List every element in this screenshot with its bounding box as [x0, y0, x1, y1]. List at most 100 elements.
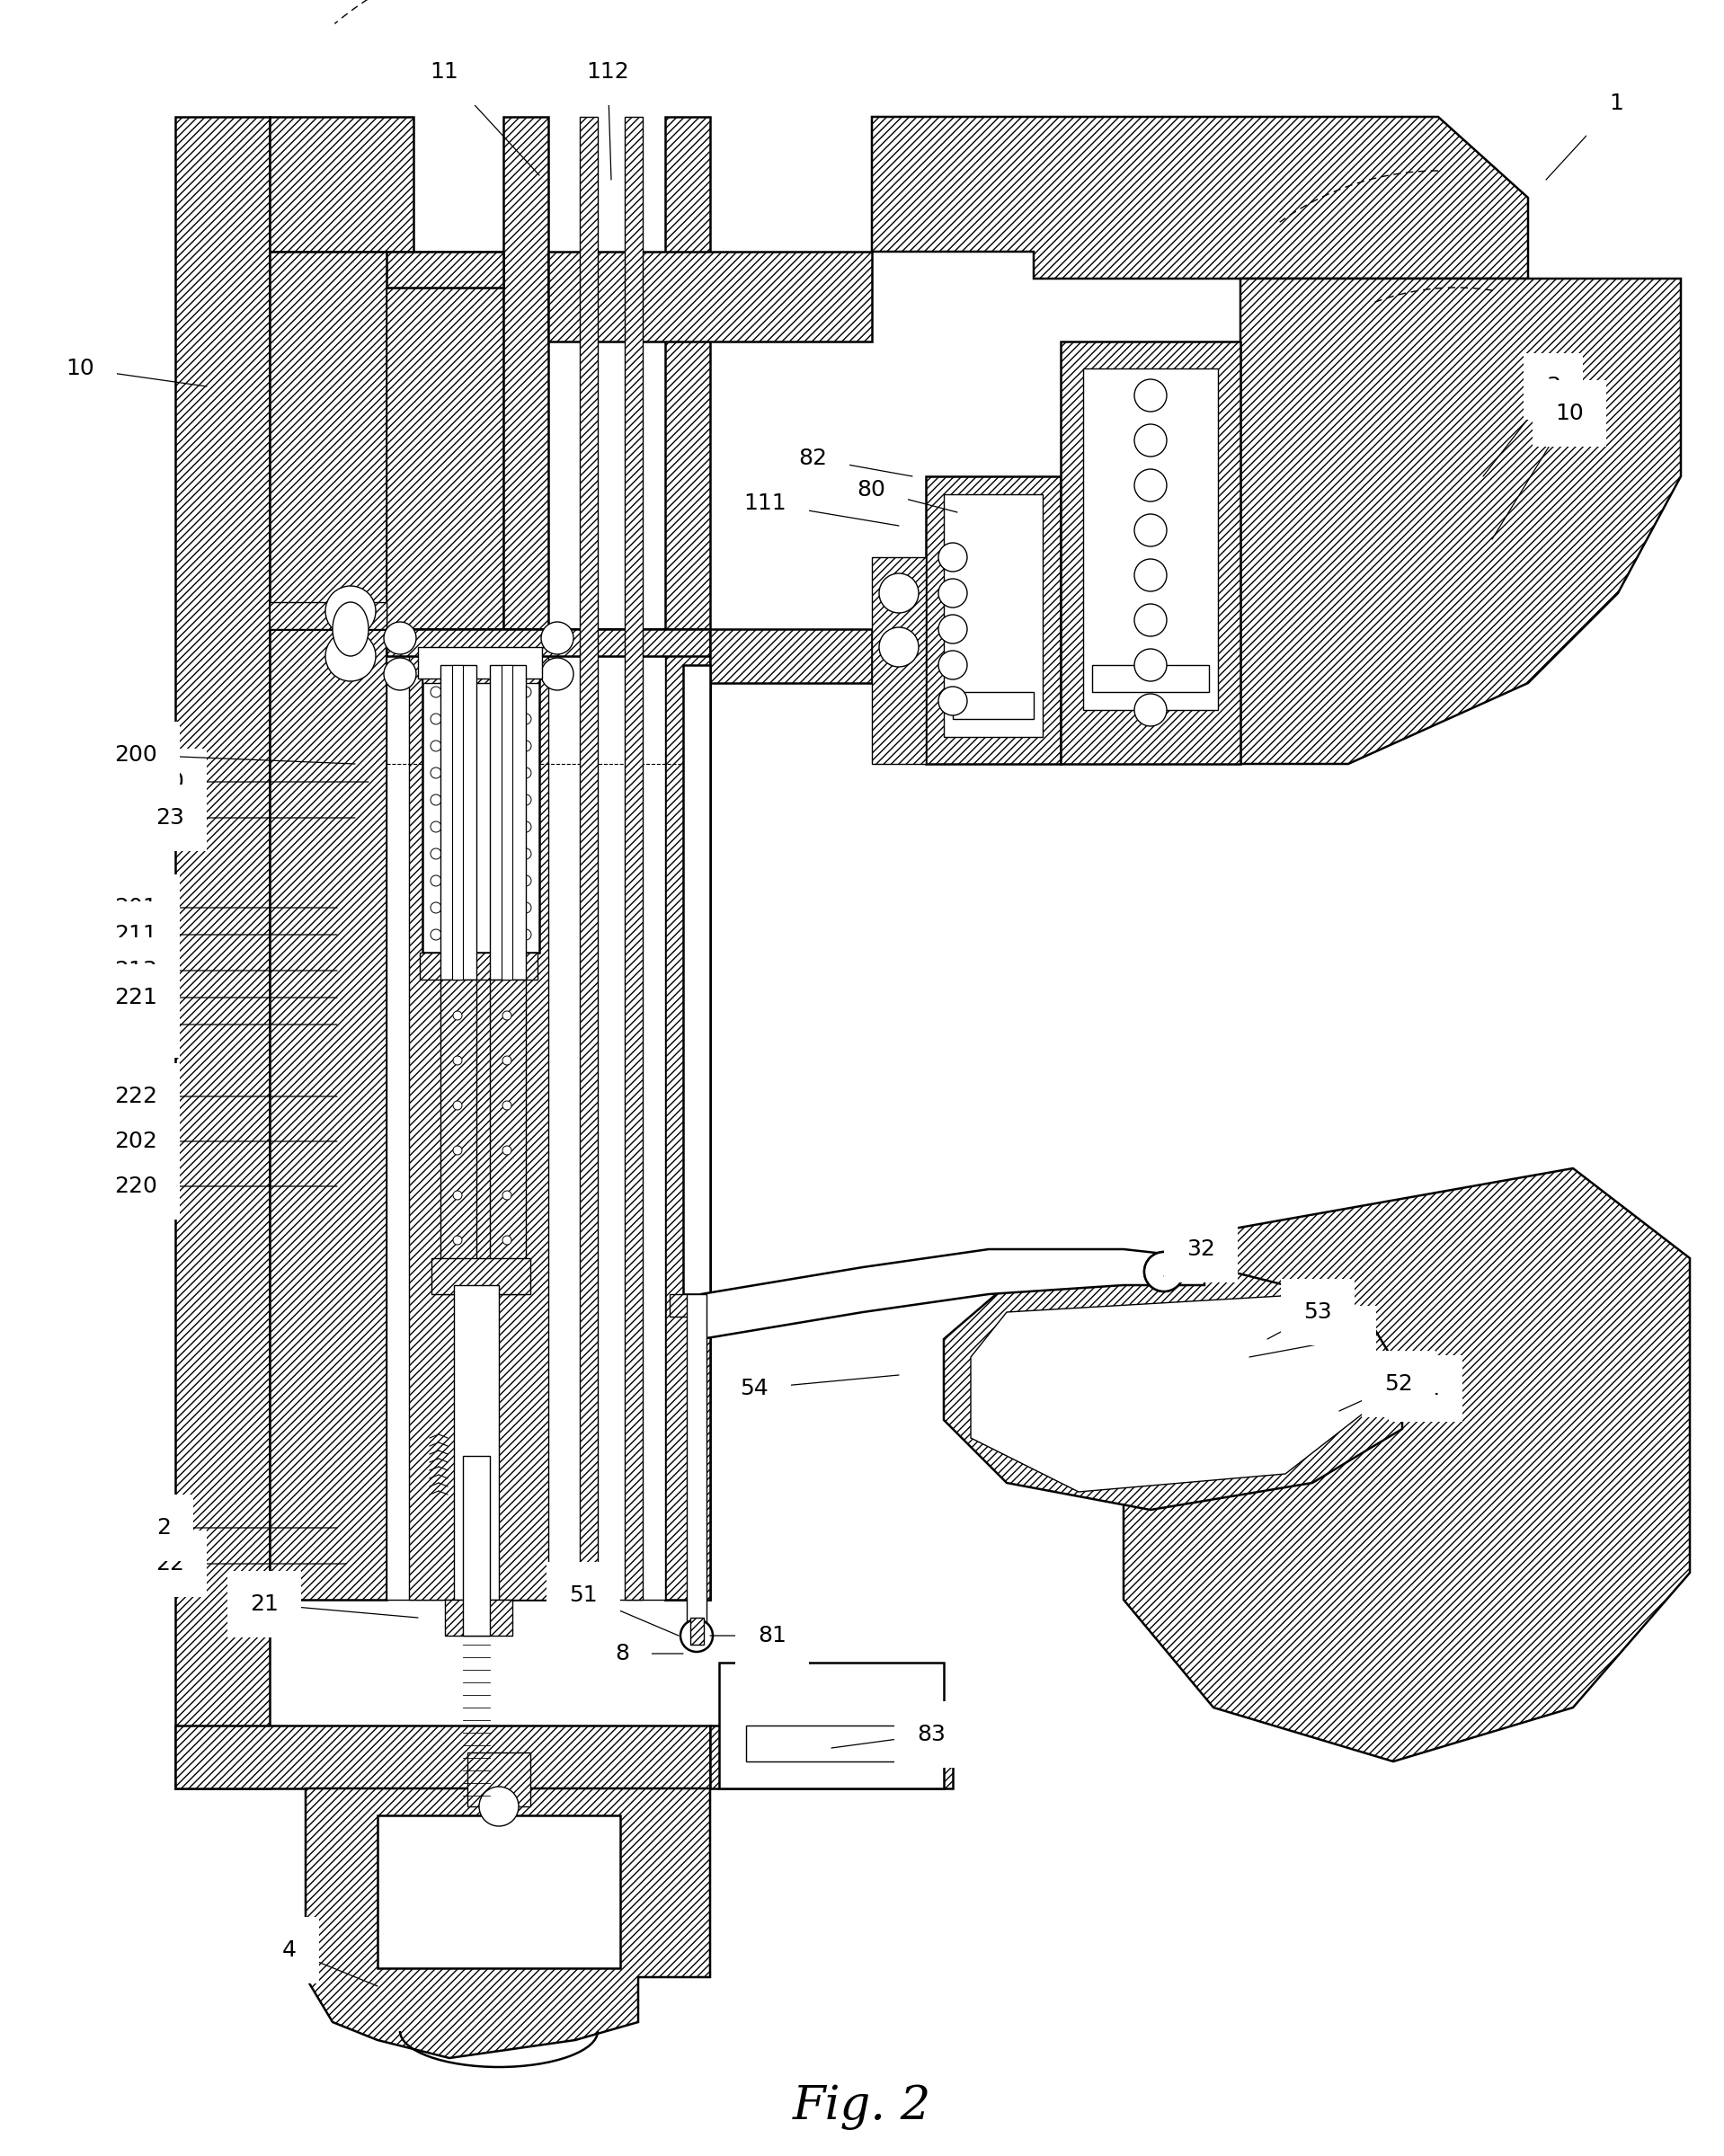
- Polygon shape: [502, 664, 512, 979]
- Text: 202: 202: [114, 1130, 338, 1151]
- Polygon shape: [445, 1600, 512, 1636]
- Polygon shape: [440, 979, 476, 1294]
- Circle shape: [502, 1102, 512, 1110]
- Polygon shape: [305, 1789, 710, 2059]
- Polygon shape: [490, 664, 526, 979]
- Polygon shape: [669, 1294, 719, 1317]
- Ellipse shape: [333, 602, 369, 655]
- Polygon shape: [872, 116, 1527, 278]
- Polygon shape: [378, 1815, 621, 1968]
- Polygon shape: [176, 1725, 710, 1789]
- Circle shape: [453, 1145, 462, 1156]
- Text: 23: 23: [155, 806, 355, 828]
- Text: 20: 20: [155, 772, 369, 793]
- Polygon shape: [431, 1259, 531, 1294]
- Circle shape: [326, 632, 376, 681]
- Text: 31: 31: [1376, 1378, 1440, 1410]
- Polygon shape: [269, 252, 503, 630]
- Polygon shape: [1091, 664, 1209, 692]
- Polygon shape: [490, 979, 526, 1294]
- Polygon shape: [953, 692, 1034, 718]
- Polygon shape: [926, 476, 1060, 763]
- Polygon shape: [386, 630, 710, 1600]
- Polygon shape: [1124, 1169, 1690, 1761]
- Circle shape: [502, 1145, 512, 1156]
- Polygon shape: [386, 630, 710, 655]
- Polygon shape: [422, 655, 540, 953]
- Polygon shape: [269, 602, 386, 630]
- Text: Fig. 2: Fig. 2: [793, 2085, 931, 2130]
- Circle shape: [1145, 1253, 1184, 1291]
- Polygon shape: [386, 252, 503, 287]
- Circle shape: [453, 1056, 462, 1065]
- Text: 80: 80: [857, 479, 957, 513]
- Polygon shape: [176, 116, 269, 1789]
- Text: 54: 54: [740, 1376, 898, 1399]
- Circle shape: [1134, 425, 1167, 457]
- Polygon shape: [710, 630, 872, 683]
- Text: 53: 53: [1267, 1302, 1331, 1339]
- Polygon shape: [503, 116, 548, 1600]
- Polygon shape: [1060, 341, 1240, 763]
- Polygon shape: [746, 1725, 917, 1761]
- Polygon shape: [386, 630, 503, 655]
- Text: 10: 10: [66, 358, 207, 386]
- Text: 3: 3: [1483, 375, 1560, 476]
- Polygon shape: [710, 1725, 953, 1789]
- Circle shape: [431, 903, 441, 914]
- Circle shape: [681, 1619, 712, 1651]
- Circle shape: [1134, 470, 1167, 502]
- Text: 213: 213: [114, 959, 338, 981]
- Circle shape: [1134, 558, 1167, 591]
- Polygon shape: [422, 655, 540, 683]
- Polygon shape: [548, 252, 872, 341]
- Text: 201: 201: [114, 897, 338, 918]
- Circle shape: [453, 1235, 462, 1244]
- Circle shape: [541, 658, 574, 690]
- Text: 83: 83: [831, 1723, 945, 1749]
- Polygon shape: [683, 664, 710, 1294]
- Circle shape: [431, 768, 441, 778]
- Circle shape: [1288, 1307, 1319, 1337]
- Circle shape: [453, 1190, 462, 1199]
- Circle shape: [326, 586, 376, 636]
- Text: 211: 211: [114, 925, 338, 946]
- Circle shape: [1134, 649, 1167, 681]
- Polygon shape: [409, 655, 548, 1600]
- Circle shape: [453, 1102, 462, 1110]
- Polygon shape: [269, 116, 414, 287]
- Circle shape: [502, 1056, 512, 1065]
- Text: 1: 1: [1546, 93, 1624, 179]
- Circle shape: [521, 740, 531, 750]
- Polygon shape: [386, 630, 710, 683]
- Polygon shape: [665, 116, 710, 1600]
- Circle shape: [541, 621, 574, 653]
- Polygon shape: [624, 116, 643, 1600]
- Circle shape: [521, 929, 531, 940]
- Circle shape: [521, 847, 531, 858]
- Text: 11: 11: [429, 60, 540, 175]
- Text: 2: 2: [157, 1518, 338, 1539]
- Circle shape: [1145, 1253, 1184, 1291]
- Circle shape: [502, 1235, 512, 1244]
- Polygon shape: [269, 630, 386, 1600]
- Polygon shape: [386, 655, 665, 1600]
- Text: 212: 212: [114, 1013, 338, 1035]
- Circle shape: [384, 658, 415, 690]
- Text: 82: 82: [798, 448, 912, 476]
- Polygon shape: [1083, 369, 1217, 709]
- Text: 8: 8: [615, 1643, 683, 1664]
- Circle shape: [502, 1011, 512, 1020]
- Polygon shape: [872, 556, 926, 763]
- Circle shape: [1134, 379, 1167, 412]
- Text: 112: 112: [586, 60, 629, 179]
- Circle shape: [521, 686, 531, 696]
- Circle shape: [431, 929, 441, 940]
- Text: 52: 52: [1340, 1373, 1412, 1410]
- Circle shape: [879, 627, 919, 666]
- Polygon shape: [690, 1617, 703, 1645]
- Polygon shape: [452, 664, 464, 979]
- Polygon shape: [943, 494, 1043, 737]
- Polygon shape: [719, 1662, 943, 1789]
- Circle shape: [938, 651, 967, 679]
